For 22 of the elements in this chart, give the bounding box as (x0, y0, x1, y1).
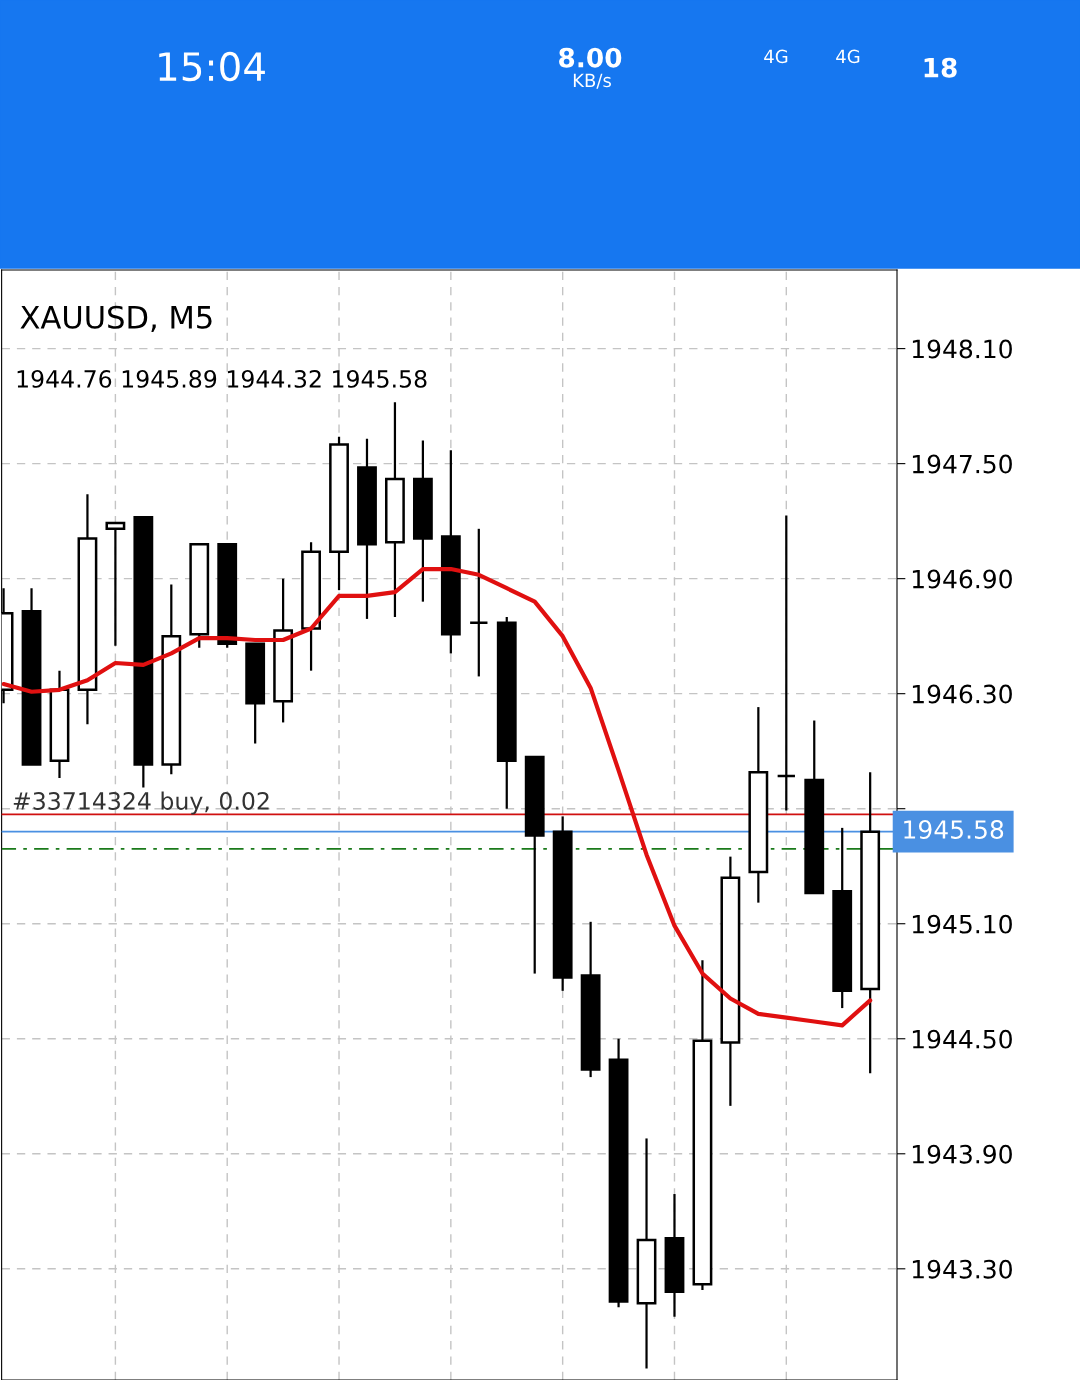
y-tick-label: 1946.90 (912, 569, 1012, 589)
y-tick-label: 1948.10 (912, 339, 1012, 359)
y-tick-label: 1944.50 (912, 1029, 1012, 1049)
candlestick (468, 527, 489, 678)
text: 18 (924, 57, 957, 78)
text: 8.00 (559, 47, 622, 68)
text: 15:04 (159, 51, 265, 82)
text: KB/s (573, 73, 611, 89)
line-series (1, 566, 873, 1028)
ref-line-label: #33714324 buy, 0.02 (13, 791, 269, 815)
candlestick (776, 514, 797, 812)
text: 4G (836, 49, 860, 64)
text: XAUUSD, M5 (20, 305, 212, 332)
candlestick (105, 521, 126, 647)
y-tick-label: 1946.30 (912, 684, 1012, 704)
ref-line-label: 1945.58 (904, 820, 1004, 839)
y-tick-label: 1943.30 (912, 1259, 1012, 1279)
y-tick-label: 1945.10 (912, 914, 1012, 934)
text: 1944.76 1945.89 1944.32 1945.58 (17, 369, 427, 388)
y-tick-label: 1943.90 (912, 1144, 1012, 1164)
y-tick-label: 1947.50 (912, 454, 1012, 474)
text: 4G (764, 49, 788, 64)
